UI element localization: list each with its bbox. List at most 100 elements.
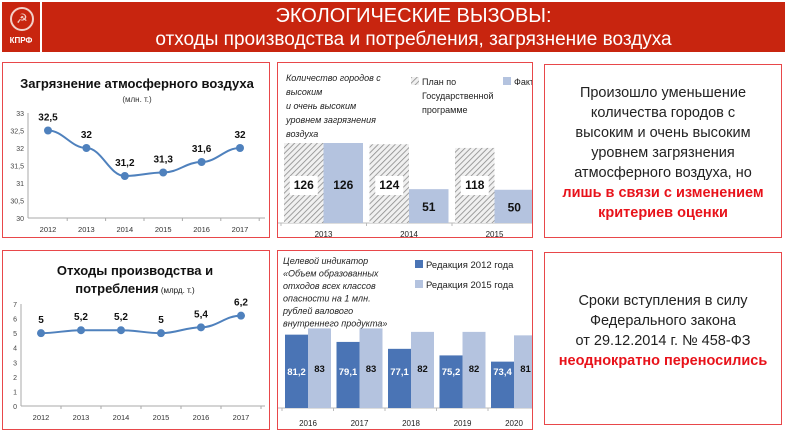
data-label: 5 — [158, 315, 164, 326]
slide-title: ЭКОЛОГИЧЕСКИЕ ВЫЗОВЫ: — [275, 5, 552, 27]
bar — [388, 348, 411, 408]
bar-value-label: 73,4 — [493, 367, 512, 378]
bar-value-label: 75,2 — [442, 367, 461, 378]
data-label: 6,2 — [234, 298, 248, 309]
logo-text: КПРФ — [9, 36, 33, 45]
chart-title-line: Целевой индикатор — [283, 256, 368, 266]
data-label: 5,4 — [194, 309, 208, 320]
data-point — [197, 323, 205, 332]
note-line: от 29.12.2014 г. № 458-ФЗ — [575, 333, 751, 349]
legend-label: Редакция 2015 года — [426, 280, 514, 291]
note-line: атмосферного воздуха, но — [574, 165, 752, 181]
bar — [285, 334, 308, 408]
data-point — [236, 144, 244, 152]
data-point — [82, 144, 91, 152]
bar-value-label: 118 — [465, 178, 485, 192]
data-point — [117, 326, 125, 335]
y-tick-label: 32 — [16, 146, 24, 153]
law-note: Сроки вступления в силу Федерального зак… — [544, 252, 782, 425]
data-point — [77, 326, 85, 335]
chart-title-line: Количество городов с — [286, 73, 381, 83]
note-line: Сроки вступления в силу — [578, 293, 748, 309]
data-point — [37, 329, 45, 338]
x-tick-label: 2016 — [193, 413, 210, 422]
note-line: высоким и очень высоким — [575, 125, 751, 141]
chart-title-line: опасности на 1 млн. — [283, 294, 371, 304]
bar — [494, 189, 532, 223]
chart-title-line: «Объем образованных — [283, 269, 379, 279]
chart-title-line: отходов всех классов — [283, 281, 376, 291]
data-point — [197, 158, 206, 166]
bar-value-label: 81,2 — [287, 367, 306, 378]
note-highlight: неоднократно переносились — [558, 353, 768, 369]
note-line: Федерального закона — [590, 313, 736, 329]
bar — [359, 328, 383, 408]
chart-title: Отходы производства и — [57, 263, 213, 278]
kprf-logo: ☭ КПРФ — [2, 2, 40, 52]
data-label: 32 — [81, 130, 93, 141]
bar-value-label: 126 — [294, 178, 314, 192]
polluted-cities-chart: Количество городов с высоким и очень высок… — [277, 62, 533, 238]
legend-label: Факт — [514, 77, 533, 87]
chart-title-line: и очень высоким — [286, 101, 356, 111]
note-line: Произошло уменьшение — [579, 85, 747, 101]
data-label: 32 — [234, 130, 246, 141]
legend-label: программе — [422, 105, 468, 115]
chart-title-line: внутреннего продукта» — [283, 319, 387, 329]
x-tick-label: 2015 — [155, 225, 172, 234]
data-label: 31,6 — [192, 144, 212, 155]
x-tick-label: 2013 — [73, 413, 90, 422]
data-label: 5,2 — [114, 312, 128, 323]
x-tick-label: 2019 — [454, 419, 472, 428]
x-tick-label: 2020 — [505, 419, 523, 428]
bar-value-label: 124 — [379, 178, 399, 192]
x-tick-label: 2017 — [233, 413, 250, 422]
bar-value-label: 77,1 — [390, 367, 409, 378]
chart-title-line: рублей валового — [282, 306, 353, 316]
x-tick-label: 2015 — [486, 230, 504, 238]
y-tick-label: 2 — [13, 375, 17, 382]
bar-value-label: 126 — [333, 178, 353, 192]
bar — [439, 355, 463, 408]
bar-value-label: 50 — [508, 200, 522, 214]
x-tick-label: 2016 — [193, 225, 210, 234]
y-tick-label: 30 — [16, 216, 24, 223]
y-tick-label: 3 — [13, 360, 17, 367]
data-label: 31,3 — [153, 155, 173, 166]
label-box — [375, 176, 404, 195]
y-tick-label: 6 — [13, 317, 17, 324]
waste-chart: Отходы производства и потребления (млрд. … — [2, 250, 270, 430]
bar-value-label: 82 — [469, 364, 480, 375]
x-tick-label: 2017 — [351, 419, 369, 428]
bar — [409, 189, 449, 223]
data-label: 32,5 — [38, 113, 58, 124]
bar — [308, 328, 331, 408]
note-line: уровнем загрязнения — [591, 145, 735, 161]
note-highlight: критериев оценки — [598, 205, 728, 221]
y-tick-label: 33 — [16, 111, 24, 118]
title-banner: ЭКОЛОГИЧЕСКИЕ ВЫЗОВЫ: отходы производств… — [42, 2, 785, 52]
x-tick-label: 2015 — [153, 413, 170, 422]
legend-swatch — [415, 280, 423, 288]
y-tick-label: 31,5 — [10, 164, 24, 171]
air-note: Произошло уменьшение количества городов … — [544, 64, 782, 238]
bar — [411, 331, 434, 408]
slide-subtitle: отходы производства и потребления, загря… — [155, 29, 672, 50]
bar — [336, 341, 360, 408]
chart-unit: (млрд. т.) — [159, 286, 195, 295]
legend-label: План по — [422, 77, 456, 87]
x-tick-label: 2016 — [299, 419, 317, 428]
y-tick-label: 31 — [16, 181, 24, 188]
data-point — [120, 172, 129, 180]
legend-label: Редакция 2012 года — [426, 260, 514, 271]
label-box — [460, 176, 489, 195]
x-tick-label: 2014 — [113, 413, 130, 422]
bar-value-label: 83 — [366, 364, 377, 375]
legend-swatch — [503, 77, 511, 85]
data-point — [159, 168, 168, 177]
bar — [462, 331, 486, 408]
y-tick-label: 30,5 — [10, 199, 24, 206]
x-tick-label: 2017 — [232, 225, 249, 234]
data-point — [237, 311, 245, 320]
